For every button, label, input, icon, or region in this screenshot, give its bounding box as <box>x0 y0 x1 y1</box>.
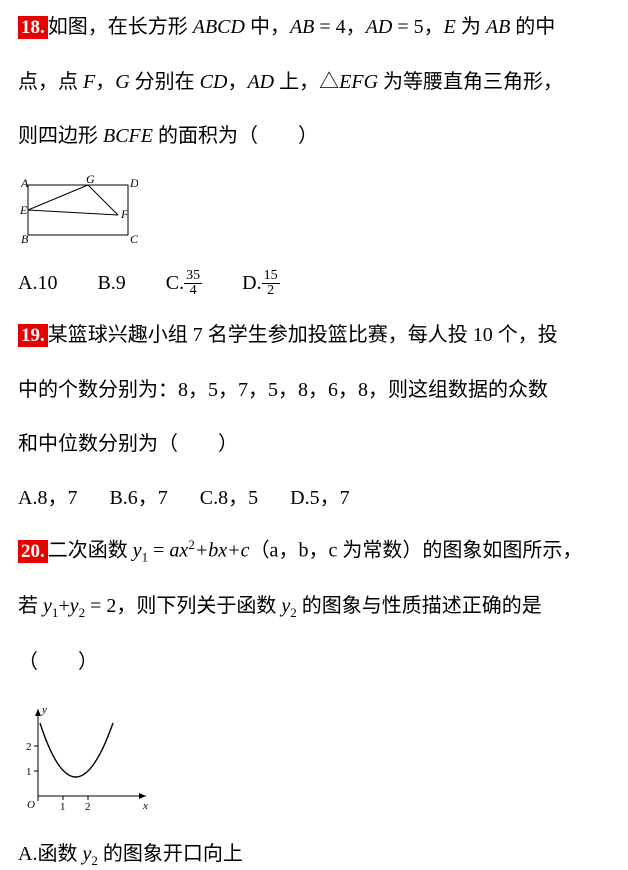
q18-optB: B.9 <box>97 268 125 299</box>
text: y <box>281 595 290 617</box>
text: 的图象与性质描述正确的是 <box>297 595 542 617</box>
text: AB <box>290 16 314 38</box>
text: = 4， <box>314 16 365 38</box>
q18-optD: D.152 <box>242 268 279 299</box>
q20-line2: 若 y1+y2 = 2，则下列关于函数 y2 的图象与性质描述正确的是 <box>18 591 610 623</box>
q19-number: 19. <box>18 324 48 347</box>
text: 二次函数 <box>48 540 133 562</box>
svg-text:1: 1 <box>26 766 32 778</box>
q19-optC: C.8，5 <box>200 483 258 513</box>
text: 则四边形 <box>18 125 103 147</box>
text: 的图象如图所示， <box>422 540 582 562</box>
q19-line1: 19.某篮球兴趣小组 7 名学生参加投篮比赛，每人投 10 个，投 <box>18 320 610 351</box>
question-18: 18.如图，在长方形 ABCD 中，AB = 4，AD = 5，E 为 AB 的… <box>18 12 610 298</box>
q19-optD: D.5，7 <box>290 483 349 513</box>
q20-line1: 20.二次函数 y1 = ax2+bx+c（a，b，c 为常数）的图象如图所示， <box>18 535 610 567</box>
q18-options: A.10 B.9 C.354 D.152 <box>18 268 610 299</box>
vertex-label: C <box>130 232 138 245</box>
text: BCFE <box>103 125 153 147</box>
vertex-label: B <box>21 232 29 245</box>
text: AD <box>247 71 274 93</box>
text: 某篮球兴趣小组 7 名学生参加投篮比赛，每人投 10 个，投 <box>48 324 558 346</box>
text: G <box>115 71 129 93</box>
text: 的面积为（ ） <box>153 125 318 147</box>
q20-optA: A.函数 y2 的图象开口向上 <box>18 839 610 870</box>
text: EFG <box>339 71 378 93</box>
text: D. <box>242 272 261 294</box>
text: 则下列关于函数 <box>136 595 281 617</box>
question-19: 19.某篮球兴趣小组 7 名学生参加投篮比赛，每人投 10 个，投 中的个数分别… <box>18 320 610 513</box>
q18-optC: C.354 <box>166 268 202 299</box>
text: 分别在 <box>130 71 200 93</box>
q20-figure-parabola: 1 2 1 2 O x y <box>18 701 610 825</box>
svg-text:x: x <box>142 800 148 812</box>
q19-line2: 中的个数分别为：8，5，7，5，8，6，8，则这组数据的众数 <box>18 375 610 405</box>
numerator: 35 <box>184 269 202 284</box>
vertex-label: D <box>129 176 138 190</box>
fraction: 354 <box>184 269 202 298</box>
q19-optA: A.8，7 <box>18 483 77 513</box>
q18-line1: 18.如图，在长方形 ABCD 中，AB = 4，AD = 5，E 为 AB 的… <box>18 12 610 43</box>
q19-optB: B.6，7 <box>109 483 167 513</box>
svg-text:O: O <box>27 799 35 811</box>
text: 如图，在长方形 <box>48 16 193 38</box>
text: 若 <box>18 595 43 617</box>
text: 为等腰直角三角形， <box>378 71 563 93</box>
fraction: 152 <box>262 269 280 298</box>
text: ABCD <box>193 16 245 38</box>
text: A.函数 <box>18 843 82 865</box>
numerator: 15 <box>262 269 280 284</box>
q18-line2: 点，点 F，G 分别在 CD，AD 上，△EFG 为等腰直角三角形， <box>18 67 610 97</box>
text: y <box>133 540 142 562</box>
text: ， <box>95 71 115 93</box>
text: CD <box>200 71 228 93</box>
q19-options: A.8，7 B.6，7 C.8，5 D.5，7 <box>18 483 610 513</box>
q20-line3: （ ） <box>18 647 610 677</box>
vertex-label: A <box>20 176 29 190</box>
text: 的图象开口向上 <box>98 843 243 865</box>
text: = 2， <box>85 595 136 617</box>
q20-number: 20. <box>18 540 48 563</box>
vertex-label: G <box>86 175 95 186</box>
text: ， <box>227 71 247 93</box>
text: y <box>82 843 91 865</box>
text: y <box>70 595 79 617</box>
text: 中， <box>245 16 290 38</box>
text: 的中 <box>510 16 555 38</box>
svg-text:2: 2 <box>85 801 91 813</box>
denominator: 2 <box>262 284 280 298</box>
q18-number: 18. <box>18 16 48 39</box>
svg-text:1: 1 <box>60 801 66 813</box>
text: 上，△ <box>274 71 339 93</box>
denominator: 4 <box>184 284 202 298</box>
vertex-label: E <box>19 203 28 217</box>
text: = 5， <box>392 16 443 38</box>
text: C. <box>166 272 184 294</box>
text: +bx+c <box>195 540 250 562</box>
text: （a，b，c 为常数） <box>250 540 423 562</box>
text: 为 <box>456 16 486 38</box>
q19-line3: 和中位数分别为（ ） <box>18 429 610 459</box>
text: ax <box>169 540 188 562</box>
svg-text:y: y <box>41 704 47 716</box>
text: AB <box>486 16 510 38</box>
text: y <box>43 595 52 617</box>
vertex-label: F <box>120 207 129 221</box>
q18-line3: 则四边形 BCFE 的面积为（ ） <box>18 121 610 151</box>
svg-text:2: 2 <box>26 741 32 753</box>
text: 点，点 <box>18 71 83 93</box>
text: F <box>83 71 95 93</box>
text: E <box>444 16 456 38</box>
question-20: 20.二次函数 y1 = ax2+bx+c（a，b，c 为常数）的图象如图所示，… <box>18 535 610 870</box>
text: + <box>58 595 69 617</box>
q18-figure-rectangle: A G D E F B C <box>18 175 610 254</box>
text: AD <box>366 16 393 38</box>
q18-optA: A.10 <box>18 268 57 299</box>
text: = <box>148 540 169 562</box>
